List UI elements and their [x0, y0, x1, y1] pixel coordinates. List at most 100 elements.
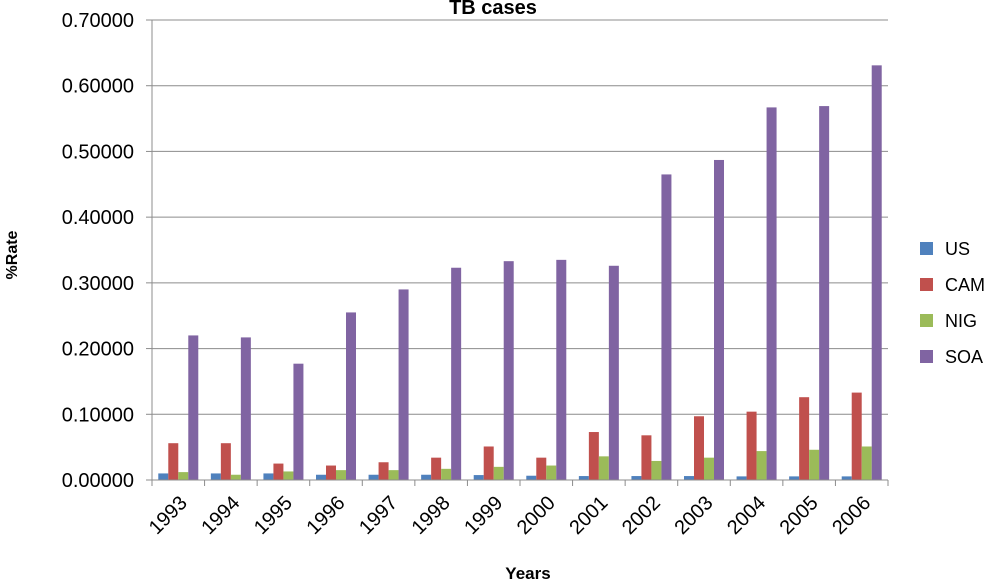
bar-nig-2001 — [598, 456, 609, 480]
bar-us-2003 — [684, 476, 694, 480]
bar-cam-2003 — [694, 416, 704, 480]
x-tick-label: 2001 — [565, 492, 612, 539]
bar-cam-1999 — [483, 446, 494, 480]
legend-item-nig: NIG — [920, 311, 977, 331]
bar-nig-1998 — [441, 468, 452, 480]
bar-us-1994 — [210, 473, 221, 480]
x-tick-label: 2005 — [776, 492, 823, 539]
bar-soa-1998 — [451, 267, 462, 480]
y-tick-labels: 0.00000 0.10000 0.20000 0.30000 0.40000 0.500… — [62, 10, 134, 492]
x-tick-label: 2004 — [723, 492, 770, 539]
bar-cam-2000 — [536, 457, 547, 480]
x-tick-label: 2006 — [828, 492, 875, 539]
x-tick-label: 1993 — [145, 492, 192, 539]
legend-item-soa: SOA — [920, 347, 983, 367]
bar-soa-2006 — [871, 65, 882, 480]
bar-nig-1996 — [336, 470, 346, 480]
bar-us-1995 — [263, 473, 274, 480]
x-tick-label: 2003 — [671, 492, 718, 539]
bar-us-2000 — [526, 475, 537, 480]
legend-label: CAM — [945, 275, 985, 295]
y-tick-label: 0.50000 — [62, 141, 134, 163]
bar-cam-1998 — [431, 457, 442, 480]
bar-nig-1995 — [283, 471, 294, 480]
bar-cam-1993 — [168, 443, 179, 480]
bar-soa-2002 — [661, 174, 672, 480]
bar-us-1999 — [473, 475, 484, 480]
bar-soa-2003 — [714, 159, 724, 480]
bar-cam-2004 — [746, 411, 757, 480]
y-tick-label: 0.00000 — [62, 470, 134, 492]
x-tick-label: 1998 — [408, 492, 455, 539]
bar-soa-1999 — [503, 261, 514, 480]
bars — [158, 65, 882, 481]
y-tick-label: 0.20000 — [62, 339, 134, 361]
bar-us-2004 — [736, 476, 747, 480]
bar-soa-2005 — [819, 106, 830, 480]
bar-us-1993 — [158, 473, 169, 480]
legend-label: NIG — [945, 311, 977, 331]
bar-soa-1993 — [188, 335, 199, 480]
y-tick-label: 0.10000 — [62, 404, 134, 426]
bar-us-1996 — [316, 474, 326, 480]
legend-label: US — [945, 239, 970, 259]
x-tick-label: 2000 — [513, 492, 560, 539]
bar-soa-1995 — [293, 363, 304, 480]
x-axis-label: Years — [505, 564, 550, 583]
x-tick-label: 1999 — [460, 492, 507, 539]
bar-cam-2002 — [641, 435, 652, 480]
bar-cam-1994 — [220, 443, 231, 480]
bar-cam-1995 — [273, 463, 284, 480]
legend-label: SOA — [945, 347, 983, 367]
legend-swatch — [920, 314, 933, 327]
chart-title: TB cases — [449, 0, 537, 19]
bar-nig-1997 — [388, 470, 399, 480]
y-tick-label: 0.30000 — [62, 273, 134, 295]
bar-nig-2003 — [704, 457, 714, 480]
bar-cam-2006 — [851, 392, 862, 480]
legend-swatch — [920, 242, 933, 255]
legend-swatch — [920, 278, 933, 291]
x-tick-label: 1995 — [250, 492, 297, 539]
y-tick-label: 0.60000 — [62, 76, 134, 98]
bar-soa-2000 — [556, 259, 567, 480]
legend: US CAM NIG SOA — [920, 239, 985, 367]
x-tick-label: 1994 — [197, 492, 244, 539]
bar-nig-1994 — [230, 474, 241, 480]
axes — [146, 19, 889, 486]
bar-soa-1997 — [398, 289, 409, 480]
legend-item-cam: CAM — [920, 275, 985, 295]
bar-nig-1999 — [493, 466, 504, 480]
y-tick-label: 0.40000 — [62, 207, 134, 229]
bar-soa-1994 — [240, 337, 251, 480]
bar-us-2002 — [631, 476, 642, 480]
bar-nig-1993 — [178, 472, 189, 480]
y-axis-label: %Rate — [4, 230, 21, 279]
x-tick-label: 1997 — [355, 492, 402, 539]
bar-nig-2000 — [546, 465, 557, 480]
bar-soa-1996 — [346, 312, 356, 480]
bar-cam-1997 — [378, 462, 389, 480]
gridlines — [152, 19, 888, 415]
legend-swatch — [920, 350, 933, 363]
bar-nig-2004 — [756, 451, 767, 480]
bar-us-1997 — [368, 474, 379, 480]
x-tick-label: 1996 — [303, 492, 350, 539]
x-tick-labels: 1993 1994 1995 1996 1997 1998 1999 2000 2001 2002… — [145, 492, 875, 539]
bar-nig-2002 — [651, 460, 662, 480]
bar-soa-2001 — [608, 265, 619, 480]
bar-us-2005 — [789, 476, 800, 480]
bar-us-2001 — [578, 476, 589, 480]
bar-nig-2005 — [809, 449, 820, 480]
bar-us-2006 — [841, 476, 852, 480]
bar-nig-2006 — [861, 446, 872, 480]
bar-cam-1996 — [326, 465, 336, 480]
bar-cam-2001 — [588, 432, 599, 480]
x-tick-label: 2002 — [618, 492, 665, 539]
bar-soa-2004 — [766, 107, 777, 481]
legend-item-us: US — [920, 239, 970, 259]
bar-cam-2005 — [799, 397, 810, 480]
y-tick-label: 0.70000 — [62, 10, 134, 32]
